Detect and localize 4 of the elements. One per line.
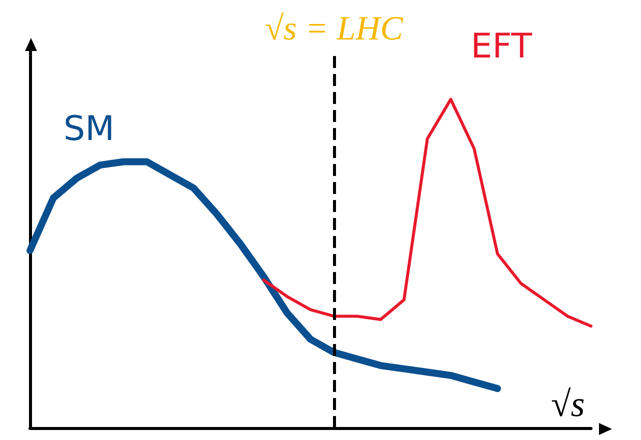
- series-label: EFT: [470, 26, 532, 66]
- text: √s = LHC: [264, 10, 404, 48]
- x-axis-title: √s: [551, 384, 585, 424]
- series-label: SM: [64, 108, 114, 149]
